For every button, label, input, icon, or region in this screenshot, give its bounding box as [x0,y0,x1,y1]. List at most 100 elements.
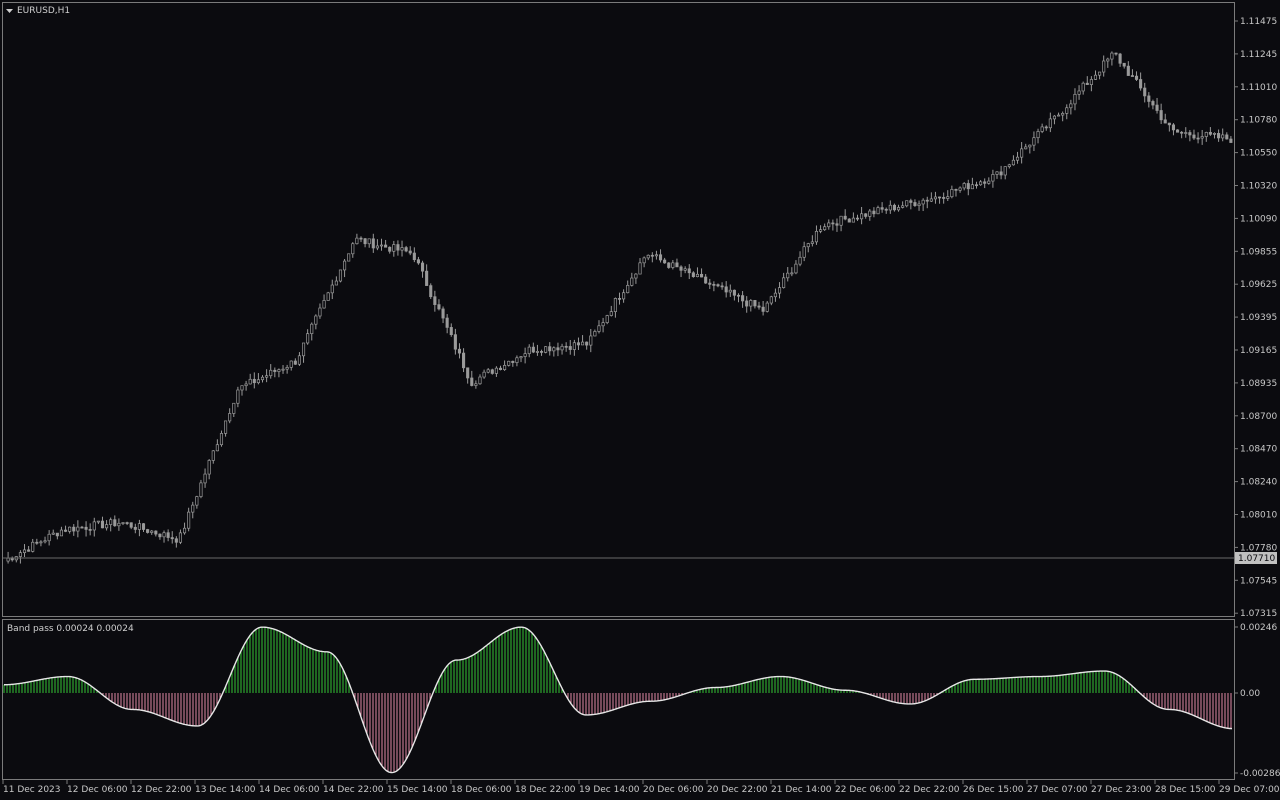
candle-body [745,300,749,307]
candle-body [1061,113,1065,116]
indicator-axis: 0.00246 0.00 -0.00286 [1234,623,1280,779]
candle-body [482,371,486,378]
candle-body [1188,132,1192,136]
candle-body [379,244,384,247]
price-tick-label: 1.11010 [1240,83,1277,93]
collapse-triangle-icon[interactable] [6,9,13,13]
candle-body [966,183,970,190]
candle-body [100,520,105,529]
candle-body [527,346,531,355]
candles-group [6,51,1233,564]
candle-body [1020,148,1024,158]
candle-body [363,238,367,245]
candle-body [141,523,146,530]
candle-body [585,341,589,346]
candle-body [466,367,470,379]
candle-body [182,527,187,534]
candle-body [166,532,170,538]
candle-body [72,526,76,532]
candle-body [1048,118,1052,129]
candle-body [129,522,133,528]
candle-body [1217,133,1221,139]
candle-body [1085,82,1089,85]
candle-body [933,196,938,200]
candle-body [109,519,113,525]
candle-body [486,369,490,373]
candle-body [921,199,925,205]
candle-body [687,268,691,274]
candle-body [888,204,892,211]
price-tick-label: 1.07780 [1240,543,1277,553]
price-tick-label: 1.09855 [1240,247,1277,257]
candle-body [301,342,306,357]
candle-body [646,254,650,259]
candle-body [909,200,913,203]
candle-body [1147,95,1151,102]
candle-body [593,331,597,337]
candle-body [1139,79,1143,89]
candle-body [938,196,942,199]
candle-body [892,204,896,211]
candle-body [474,383,478,386]
candle-body [1011,159,1015,166]
time-tick-label: 12 Dec 22:00 [131,785,192,795]
candle-body [445,317,449,328]
candle-body [1126,65,1130,76]
candle-body [634,273,638,279]
candle-body [667,262,671,268]
candle-body [597,325,601,332]
candle-body [187,511,191,529]
main-pane[interactable] [2,2,1235,617]
candle-body [334,280,338,286]
candle-body [1229,138,1233,143]
price-tick-label: 1.09165 [1240,346,1277,356]
candle-body [1036,131,1040,139]
candle-body [679,266,683,271]
indicator-tick-label: 0.00246 [1240,623,1277,633]
candle-body [519,356,523,359]
candle-body [1040,126,1044,132]
candle-body [1032,137,1036,146]
candle-body [675,262,679,268]
candle-body [544,346,548,353]
candle-body [814,231,819,243]
candle-body [987,180,991,184]
candle-body [498,367,503,370]
candle-body [68,526,72,532]
candle-body [117,522,121,527]
candle-body [847,218,851,223]
candle-body [1007,164,1011,167]
candle-body [51,532,55,535]
candle-body [1225,134,1229,140]
time-tick-label: 26 Dec 15:00 [963,785,1024,795]
candle-body [113,519,117,527]
candle-body [277,369,281,372]
candle-body [437,304,441,310]
time-tick-label: 12 Dec 06:00 [67,785,128,795]
candle-body [224,420,228,434]
candle-body [154,530,158,535]
candle-body [293,360,297,365]
candle-body [831,222,835,225]
candle-body [105,524,109,529]
candle-body [343,260,347,271]
time-tick-label: 21 Dec 14:00 [771,785,832,795]
candle-body [1065,107,1069,114]
candle-body [170,537,174,540]
candle-body [1081,82,1085,92]
indicator-pane[interactable] [2,619,1235,780]
candle-body [732,289,736,296]
candle-body [59,529,63,537]
candle-body [991,174,995,182]
candle-body [1167,122,1171,126]
candle-body [1159,110,1163,121]
price-tick-label: 1.08700 [1240,412,1277,422]
candle-body [1118,53,1122,64]
candle-body [18,552,22,557]
candle-body [917,203,921,206]
candle-body [191,504,195,513]
price-tick-label: 1.11475 [1240,17,1277,27]
time-tick-label: 29 Dec 07:00 [1219,785,1280,795]
candle-body [872,210,876,215]
